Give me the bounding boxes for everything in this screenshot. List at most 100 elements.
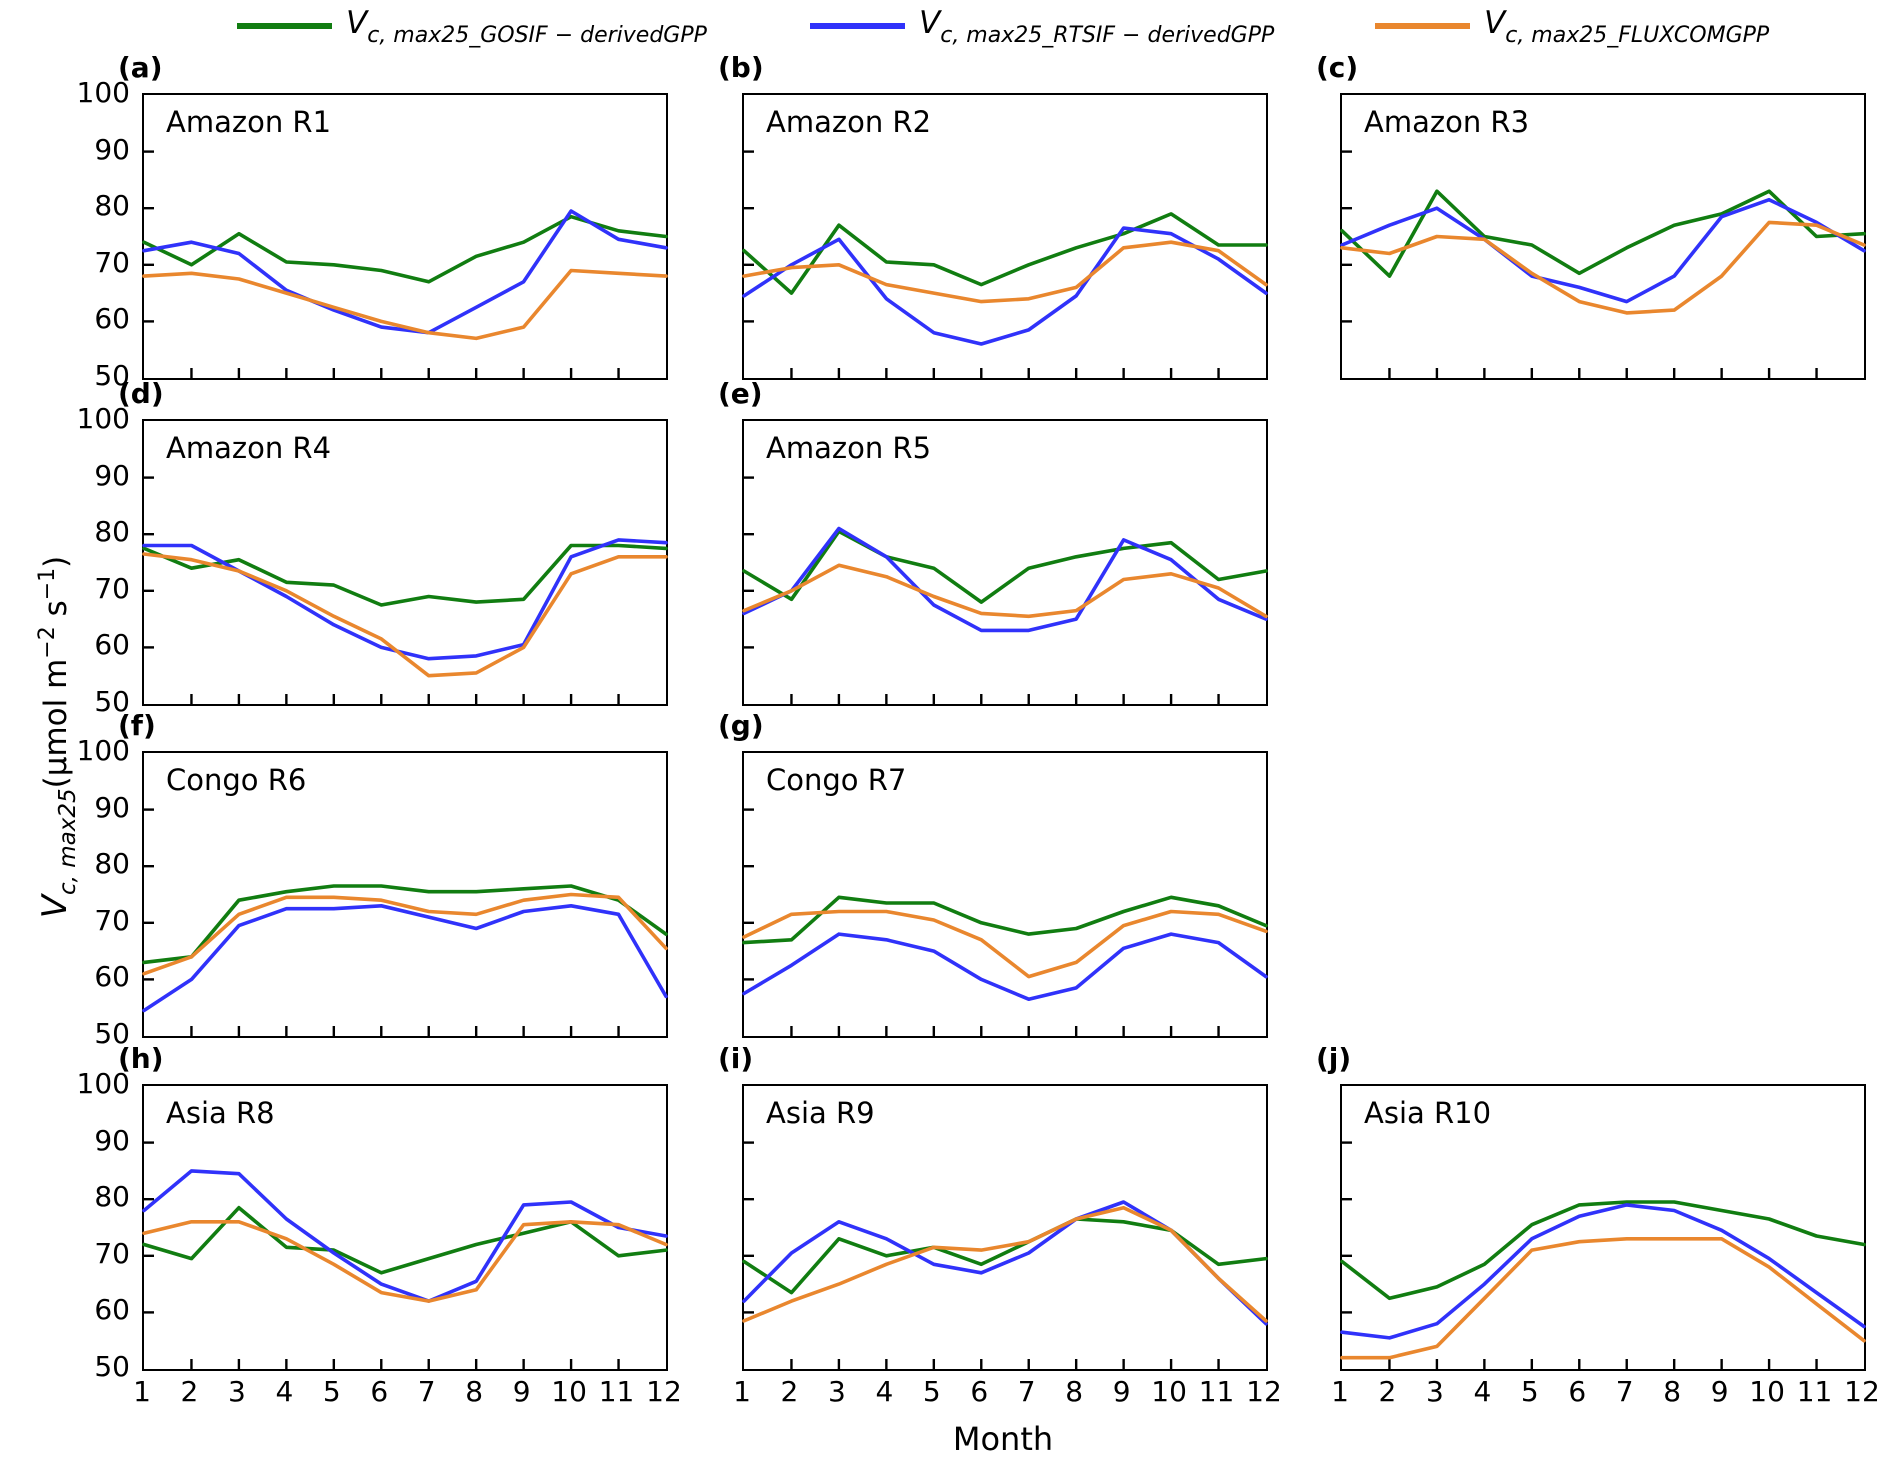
y-tick-label: 70: [94, 571, 130, 605]
chart-canvas: [742, 476, 1268, 704]
y-tick-label: 50: [94, 685, 130, 718]
y-tick-label: 90: [94, 790, 130, 824]
panel-letter-asia-r8: (h): [118, 1042, 164, 1075]
x-tick-label: 10: [1151, 1375, 1187, 1408]
series-line-rtsif: [742, 226, 1268, 346]
legend-label-rtsif: Vc, max25_RTSIF − derivedGPP: [919, 4, 1275, 48]
legend-entry-fluxcom: Vc, max25_FLUXCOMGPP: [1375, 5, 1769, 48]
region-label: Asia R8: [166, 1096, 275, 1130]
x-tick-label: 8: [1065, 1375, 1084, 1408]
plot-area-asia-r9: Asia R9: [742, 1084, 1268, 1371]
series-line-rtsif: [142, 1169, 668, 1303]
region-label: Congo R7: [766, 763, 907, 797]
x-tick-label: 3: [827, 1375, 846, 1408]
y-tick-label: 100: [76, 734, 130, 767]
x-tick-label: 12: [1246, 1375, 1282, 1408]
y-tick-label: 50: [94, 1350, 130, 1383]
series-line-fluxcom: [742, 240, 1268, 304]
plot-area-asia-r8: Asia R8: [142, 1084, 668, 1371]
x-tick-label: 5: [1520, 1375, 1539, 1408]
series-line-gosif: [742, 1217, 1268, 1295]
y-tick-label: 70: [94, 903, 130, 937]
chart-canvas: [742, 808, 1268, 1036]
y-tick-label: 80: [94, 189, 130, 223]
region-label: Amazon R2: [766, 105, 932, 139]
region-label: Amazon R5: [766, 431, 932, 465]
y-tick-label: 60: [94, 960, 130, 994]
rtsif-line-swatch: [810, 23, 905, 29]
panel-letter-amazon-r2: (b): [718, 51, 764, 84]
series-line-rtsif: [142, 209, 668, 335]
series-line-gosif: [1340, 1200, 1866, 1301]
panel-letter-congo-r7: (g): [718, 709, 764, 742]
series-line-fluxcom: [142, 892, 668, 976]
x-tick-label: 5: [922, 1375, 941, 1408]
chart-canvas: [742, 150, 1268, 378]
series-line-gosif: [142, 884, 668, 965]
x-tick-label: 7: [417, 1375, 436, 1408]
series-line-rtsif: [1340, 1203, 1866, 1340]
plot-area-amazon-r2: Amazon R2: [742, 93, 1268, 380]
x-tick-label: 3: [1425, 1375, 1444, 1408]
legend-entry-gosif: Vc, max25_GOSIF − derivedGPP: [237, 5, 707, 48]
legend-label-fluxcom: Vc, max25_FLUXCOMGPP: [1484, 4, 1770, 48]
x-tick-label: 3: [227, 1375, 246, 1408]
x-tick-label: 9: [1112, 1375, 1131, 1408]
fluxcom-line-swatch: [1375, 23, 1470, 29]
x-tick-label: 1: [133, 1375, 151, 1408]
region-label: Congo R6: [166, 763, 307, 797]
y-tick-label: 60: [94, 628, 130, 662]
x-tick-label: 6: [370, 1375, 389, 1408]
plot-area-amazon-r4: Amazon R4: [142, 419, 668, 706]
x-tick-label: 2: [180, 1375, 199, 1408]
region-label: Amazon R1: [166, 105, 332, 139]
x-tick-label: 12: [1844, 1375, 1880, 1408]
series-line-rtsif: [1340, 197, 1866, 304]
series-line-fluxcom: [1340, 220, 1866, 315]
series-line-fluxcom: [742, 563, 1268, 619]
y-tick-label: 60: [94, 1293, 130, 1327]
panel-letter-amazon-r1: (a): [118, 51, 163, 84]
x-tick-label: 5: [322, 1375, 341, 1408]
y-tick-label: 100: [76, 76, 130, 109]
y-tick-label: 80: [94, 515, 130, 549]
x-tick-label: 7: [1615, 1375, 1634, 1408]
chart-canvas: [1340, 1141, 1866, 1369]
series-line-rtsif: [742, 1200, 1268, 1326]
chart-canvas: [142, 1141, 668, 1369]
x-tick-label: 10: [551, 1375, 587, 1408]
y-tick-label: 90: [94, 132, 130, 166]
chart-canvas: [742, 1141, 1268, 1369]
x-tick-label: 1: [733, 1375, 751, 1408]
panel-letter-amazon-r4: (d): [118, 377, 164, 410]
panel-letter-amazon-r5: (e): [718, 377, 763, 410]
x-tick-label: 11: [1796, 1375, 1833, 1408]
x-tick-label: 6: [970, 1375, 989, 1408]
series-line-gosif: [742, 529, 1268, 604]
plot-area-asia-r10: Asia R10: [1340, 1084, 1866, 1371]
series-line-rtsif: [142, 538, 668, 661]
y-tick-label: 60: [94, 302, 130, 336]
y-tick-label: 80: [94, 847, 130, 881]
y-tick-label: 70: [94, 1236, 130, 1270]
series-line-gosif: [142, 214, 668, 284]
x-tick-label: 8: [1663, 1375, 1682, 1408]
y-tick-label: 50: [94, 1017, 130, 1050]
panel-letter-asia-r10: (j): [1316, 1042, 1352, 1075]
x-tick-label: 4: [875, 1375, 894, 1408]
x-tick-label: 2: [1378, 1375, 1397, 1408]
plot-area-amazon-r5: Amazon R5: [742, 419, 1268, 706]
x-axis-title: Month: [952, 1420, 1054, 1458]
series-line-rtsif: [742, 526, 1268, 633]
x-tick-label: 11: [598, 1375, 635, 1408]
x-tick-label: 8: [465, 1375, 484, 1408]
x-tick-label: 11: [1198, 1375, 1235, 1408]
series-line-gosif: [742, 895, 1268, 945]
region-label: Amazon R4: [166, 431, 332, 465]
x-tick-label: 4: [1473, 1375, 1492, 1408]
panel-letter-amazon-r3: (c): [1316, 51, 1359, 84]
x-tick-label: 2: [780, 1375, 799, 1408]
panel-letter-congo-r6: (f): [118, 709, 156, 742]
y-tick-label: 70: [94, 245, 130, 279]
series-line-fluxcom: [1340, 1237, 1866, 1360]
